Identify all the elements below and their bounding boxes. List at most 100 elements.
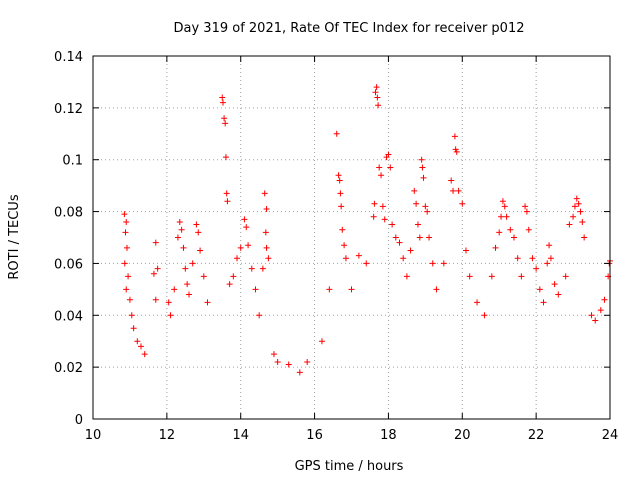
data-point xyxy=(396,239,403,246)
data-point xyxy=(510,234,517,241)
data-point xyxy=(547,255,554,262)
data-point xyxy=(592,317,599,324)
x-tick-label: 14 xyxy=(232,428,249,443)
data-point xyxy=(573,195,580,202)
data-point xyxy=(341,242,348,249)
data-point xyxy=(426,234,433,241)
y-tick-label: 0.02 xyxy=(54,361,83,376)
data-point xyxy=(243,224,250,231)
x-tick-label: 12 xyxy=(159,428,176,443)
data-point xyxy=(492,244,499,251)
data-point xyxy=(374,94,381,101)
data-point xyxy=(414,221,421,228)
data-point xyxy=(440,260,447,267)
data-point xyxy=(125,273,132,280)
data-point xyxy=(337,190,344,197)
data-point xyxy=(342,255,349,262)
data-point xyxy=(581,234,588,241)
data-point xyxy=(601,296,608,303)
data-point xyxy=(274,358,281,365)
data-point xyxy=(455,187,462,194)
data-point xyxy=(237,244,244,251)
data-point xyxy=(154,265,161,272)
y-tick-label: 0 xyxy=(75,413,83,428)
data-point xyxy=(326,286,333,293)
data-point xyxy=(413,200,420,207)
plot-frame xyxy=(92,55,611,420)
data-point xyxy=(501,203,508,210)
data-point xyxy=(178,226,185,233)
data-point xyxy=(466,273,473,280)
y-tick-label: 0.1 xyxy=(62,154,83,169)
data-point xyxy=(381,216,388,223)
y-axis-ticks: 0 0.02 0.04 0.06 0.08 0.1 0.12 0.14 xyxy=(54,50,610,428)
data-point xyxy=(481,312,488,319)
data-point xyxy=(296,369,303,376)
y-tick-label: 0.08 xyxy=(54,206,83,221)
data-point xyxy=(176,218,183,225)
data-point xyxy=(533,265,540,272)
data-point xyxy=(522,203,529,210)
data-point xyxy=(514,255,521,262)
data-point xyxy=(433,286,440,293)
data-point xyxy=(138,343,145,350)
data-point xyxy=(204,299,211,306)
data-point xyxy=(248,265,255,272)
data-point xyxy=(186,291,193,298)
data-point xyxy=(348,286,355,293)
data-point xyxy=(370,213,377,220)
data-point xyxy=(462,247,469,254)
data-point xyxy=(245,242,252,249)
y-tick-label: 0.04 xyxy=(54,309,83,324)
data-point xyxy=(579,218,586,225)
grid-lines xyxy=(93,56,610,419)
data-point xyxy=(540,299,547,306)
data-point xyxy=(152,296,159,303)
data-point xyxy=(180,244,187,251)
data-point xyxy=(355,252,362,259)
data-point xyxy=(496,229,503,236)
data-point xyxy=(150,270,157,277)
x-tick-label: 18 xyxy=(380,428,397,443)
data-point xyxy=(387,164,394,171)
x-tick-label: 20 xyxy=(454,428,471,443)
data-point xyxy=(234,255,241,262)
data-point xyxy=(376,164,383,171)
data-point xyxy=(134,338,141,345)
data-point xyxy=(507,226,514,233)
data-point xyxy=(571,203,578,210)
x-tick-label: 16 xyxy=(306,428,323,443)
data-point xyxy=(121,211,128,218)
data-point xyxy=(372,89,379,96)
data-point xyxy=(222,154,229,161)
data-point xyxy=(429,260,436,267)
data-point xyxy=(339,226,346,233)
data-point xyxy=(498,213,505,220)
data-point xyxy=(219,94,226,101)
data-point xyxy=(230,273,237,280)
x-tick-label: 22 xyxy=(528,428,545,443)
data-point xyxy=(499,198,506,205)
data-point xyxy=(453,148,460,155)
data-point xyxy=(167,312,174,319)
data-point xyxy=(265,255,272,262)
data-point xyxy=(123,244,130,251)
y-tick-label: 0.14 xyxy=(54,50,83,65)
data-point xyxy=(128,312,135,319)
data-point xyxy=(261,190,268,197)
data-point xyxy=(336,177,343,184)
data-point xyxy=(562,273,569,280)
data-point xyxy=(262,229,269,236)
data-point xyxy=(222,120,229,127)
chart-title: Day 319 of 2021, Rate Of TEC Index for r… xyxy=(174,21,525,36)
data-point xyxy=(544,260,551,267)
data-point xyxy=(570,213,577,220)
x-tick-label: 24 xyxy=(602,428,619,443)
data-point xyxy=(536,286,543,293)
data-points xyxy=(121,84,613,376)
data-point xyxy=(338,203,345,210)
data-point xyxy=(200,273,207,280)
data-point xyxy=(223,190,230,197)
data-point xyxy=(551,281,558,288)
data-point xyxy=(263,244,270,251)
